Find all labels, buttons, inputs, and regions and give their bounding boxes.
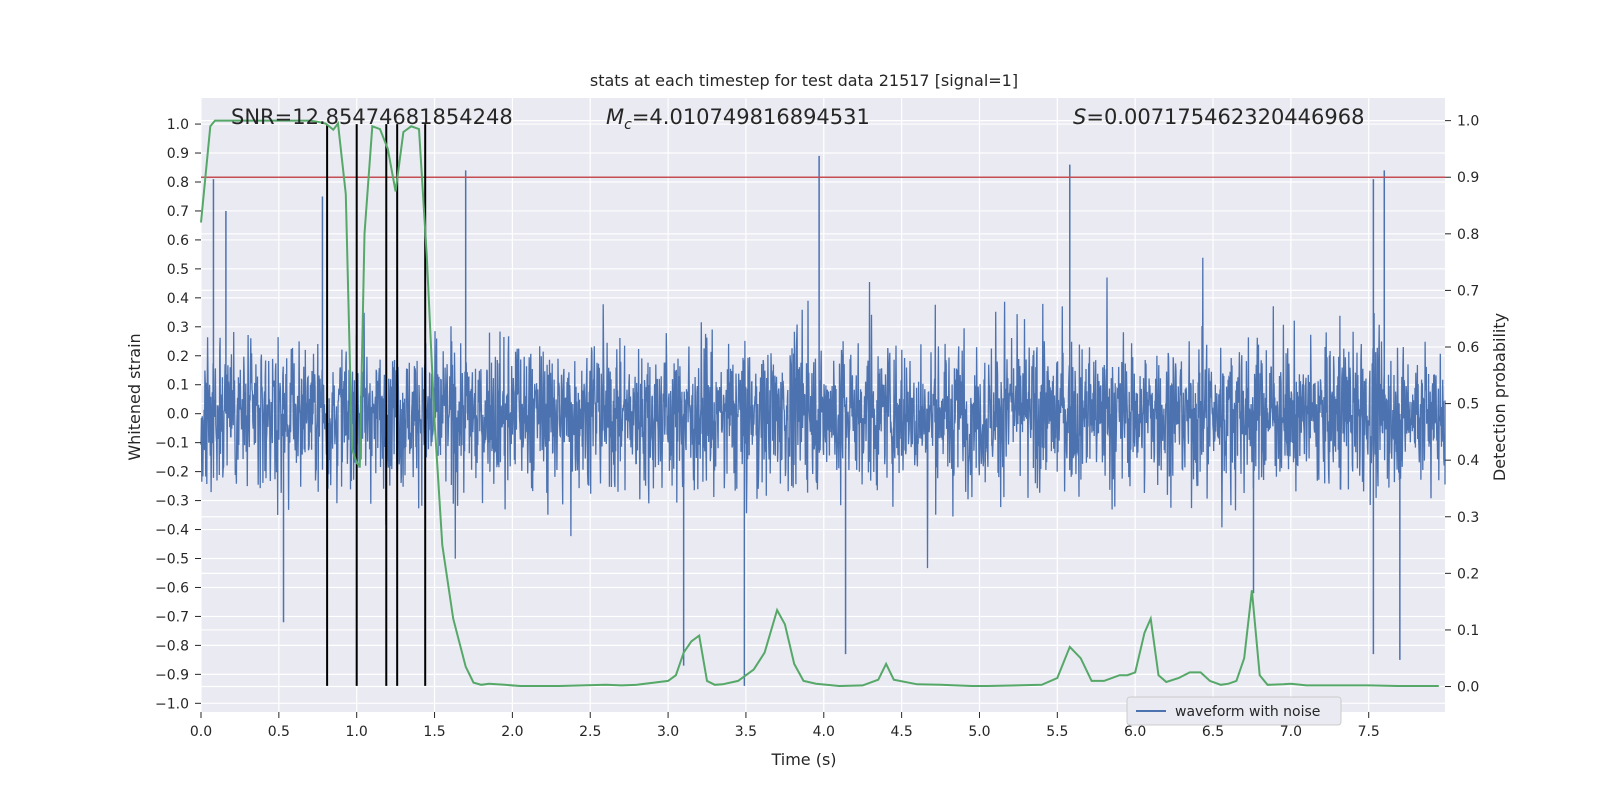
y-tick-label: −0.9 xyxy=(155,667,189,683)
x-tick-label: 7.5 xyxy=(1358,724,1380,740)
x-tick-label: 6.5 xyxy=(1202,724,1224,740)
y-right-tick-label: 0.7 xyxy=(1457,283,1479,299)
y-tick-label: −0.8 xyxy=(155,638,189,654)
x-tick-label: 0.0 xyxy=(190,724,212,740)
y-tick-label: 0.1 xyxy=(167,378,189,394)
x-tick-label: 2.5 xyxy=(579,724,601,740)
probability-layer xyxy=(200,119,1439,688)
x-tick-label: 2.0 xyxy=(501,724,523,740)
x-tick-label: 3.0 xyxy=(657,724,679,740)
waveform-line xyxy=(200,257,1446,569)
x-tick-label: 5.0 xyxy=(968,724,990,740)
y-tick-label: 0.4 xyxy=(167,291,189,307)
s-value: =0.007175462320446968 xyxy=(1086,105,1364,129)
y-tick-label: −0.1 xyxy=(155,436,189,452)
x-axis-label: Time (s) xyxy=(770,750,836,769)
y-tick-label: −0.7 xyxy=(155,609,189,625)
x-tick-label: 4.0 xyxy=(813,724,835,740)
y-right-tick-label: 0.3 xyxy=(1457,510,1479,526)
y-tick-label: −0.6 xyxy=(155,580,189,596)
mc-subscript: c xyxy=(624,117,632,133)
y-tick-label: −1.0 xyxy=(155,696,189,712)
x-tick-label: 0.5 xyxy=(268,724,290,740)
right-y-axis: 1.0 0.9 0.8 0.7 0.6 0.5 0.4 0.3 0.2 0.1 0.0 xyxy=(1445,114,1479,696)
x-axis: 0.0 0.5 1.0 1.5 2.0 2.5 3.0 3.5 4.0 4.5 5.0 5.5 6.0 6… xyxy=(190,712,1380,740)
chart-title: stats at each timestep for test data 215… xyxy=(590,71,1018,90)
probability-line xyxy=(200,119,1439,688)
y-tick-label: 0.0 xyxy=(167,407,189,423)
y-tick-label: −0.3 xyxy=(155,494,189,510)
y-tick-label: 1.0 xyxy=(167,117,189,133)
x-tick-label: 5.5 xyxy=(1046,724,1068,740)
y-right-tick-label: 0.4 xyxy=(1457,453,1479,469)
y-right-tick-label: 0.9 xyxy=(1457,170,1479,186)
y-right-tick-label: 0.1 xyxy=(1457,623,1479,639)
y-tick-label: 0.5 xyxy=(167,262,189,278)
x-tick-label: 4.5 xyxy=(890,724,912,740)
mc-symbol: M xyxy=(606,105,624,129)
mc-value: =4.010749816894531 xyxy=(632,105,870,129)
y-right-tick-label: 0.5 xyxy=(1457,397,1479,413)
legend: waveform with noise xyxy=(1126,696,1342,726)
legend-box xyxy=(1126,696,1342,726)
y-tick-label: 0.2 xyxy=(167,349,189,365)
y-tick-label: 0.6 xyxy=(167,233,189,249)
y-tick-label: 0.7 xyxy=(167,204,189,220)
y-right-tick-label: 0.8 xyxy=(1457,227,1479,243)
y-axis-label: Whitened strain xyxy=(125,333,144,460)
x-tick-label: 1.0 xyxy=(346,724,368,740)
y-right-tick-label: 1.0 xyxy=(1457,114,1479,130)
y-axis-right-label: Detection probability xyxy=(1490,313,1509,481)
mc-annotation: Mc=4.010749816894531 xyxy=(606,105,870,133)
s-symbol: S xyxy=(1073,105,1086,129)
x-tick-label: 3.5 xyxy=(735,724,757,740)
y-right-tick-label: 0.6 xyxy=(1457,340,1479,356)
legend-label-waveform: waveform with noise xyxy=(1175,704,1320,720)
y-tick-label: 0.3 xyxy=(167,320,189,336)
x-tick-label: 1.5 xyxy=(423,724,445,740)
y-tick-label: 0.8 xyxy=(167,175,189,191)
x-tick-label: 7.0 xyxy=(1280,724,1302,740)
s-annotation: S=0.007175462320446968 xyxy=(1073,105,1364,129)
y-right-tick-label: 0.0 xyxy=(1457,680,1479,696)
y-tick-label: 0.9 xyxy=(167,146,189,162)
y-tick-label: −0.2 xyxy=(155,465,189,481)
y-tick-label: −0.4 xyxy=(155,523,189,539)
waveform-series xyxy=(200,155,1446,686)
y-right-tick-label: 0.2 xyxy=(1457,566,1479,582)
y-tick-label: −0.5 xyxy=(155,552,189,568)
left-y-axis: 1.0 0.9 0.8 0.7 0.6 0.5 0.4 0.3 0.2 0.1 0.0 −0.1 −0.… xyxy=(155,117,201,712)
snr-annotation: SNR=12.85474681854248 xyxy=(231,105,513,129)
x-tick-label: 6.0 xyxy=(1124,724,1146,740)
